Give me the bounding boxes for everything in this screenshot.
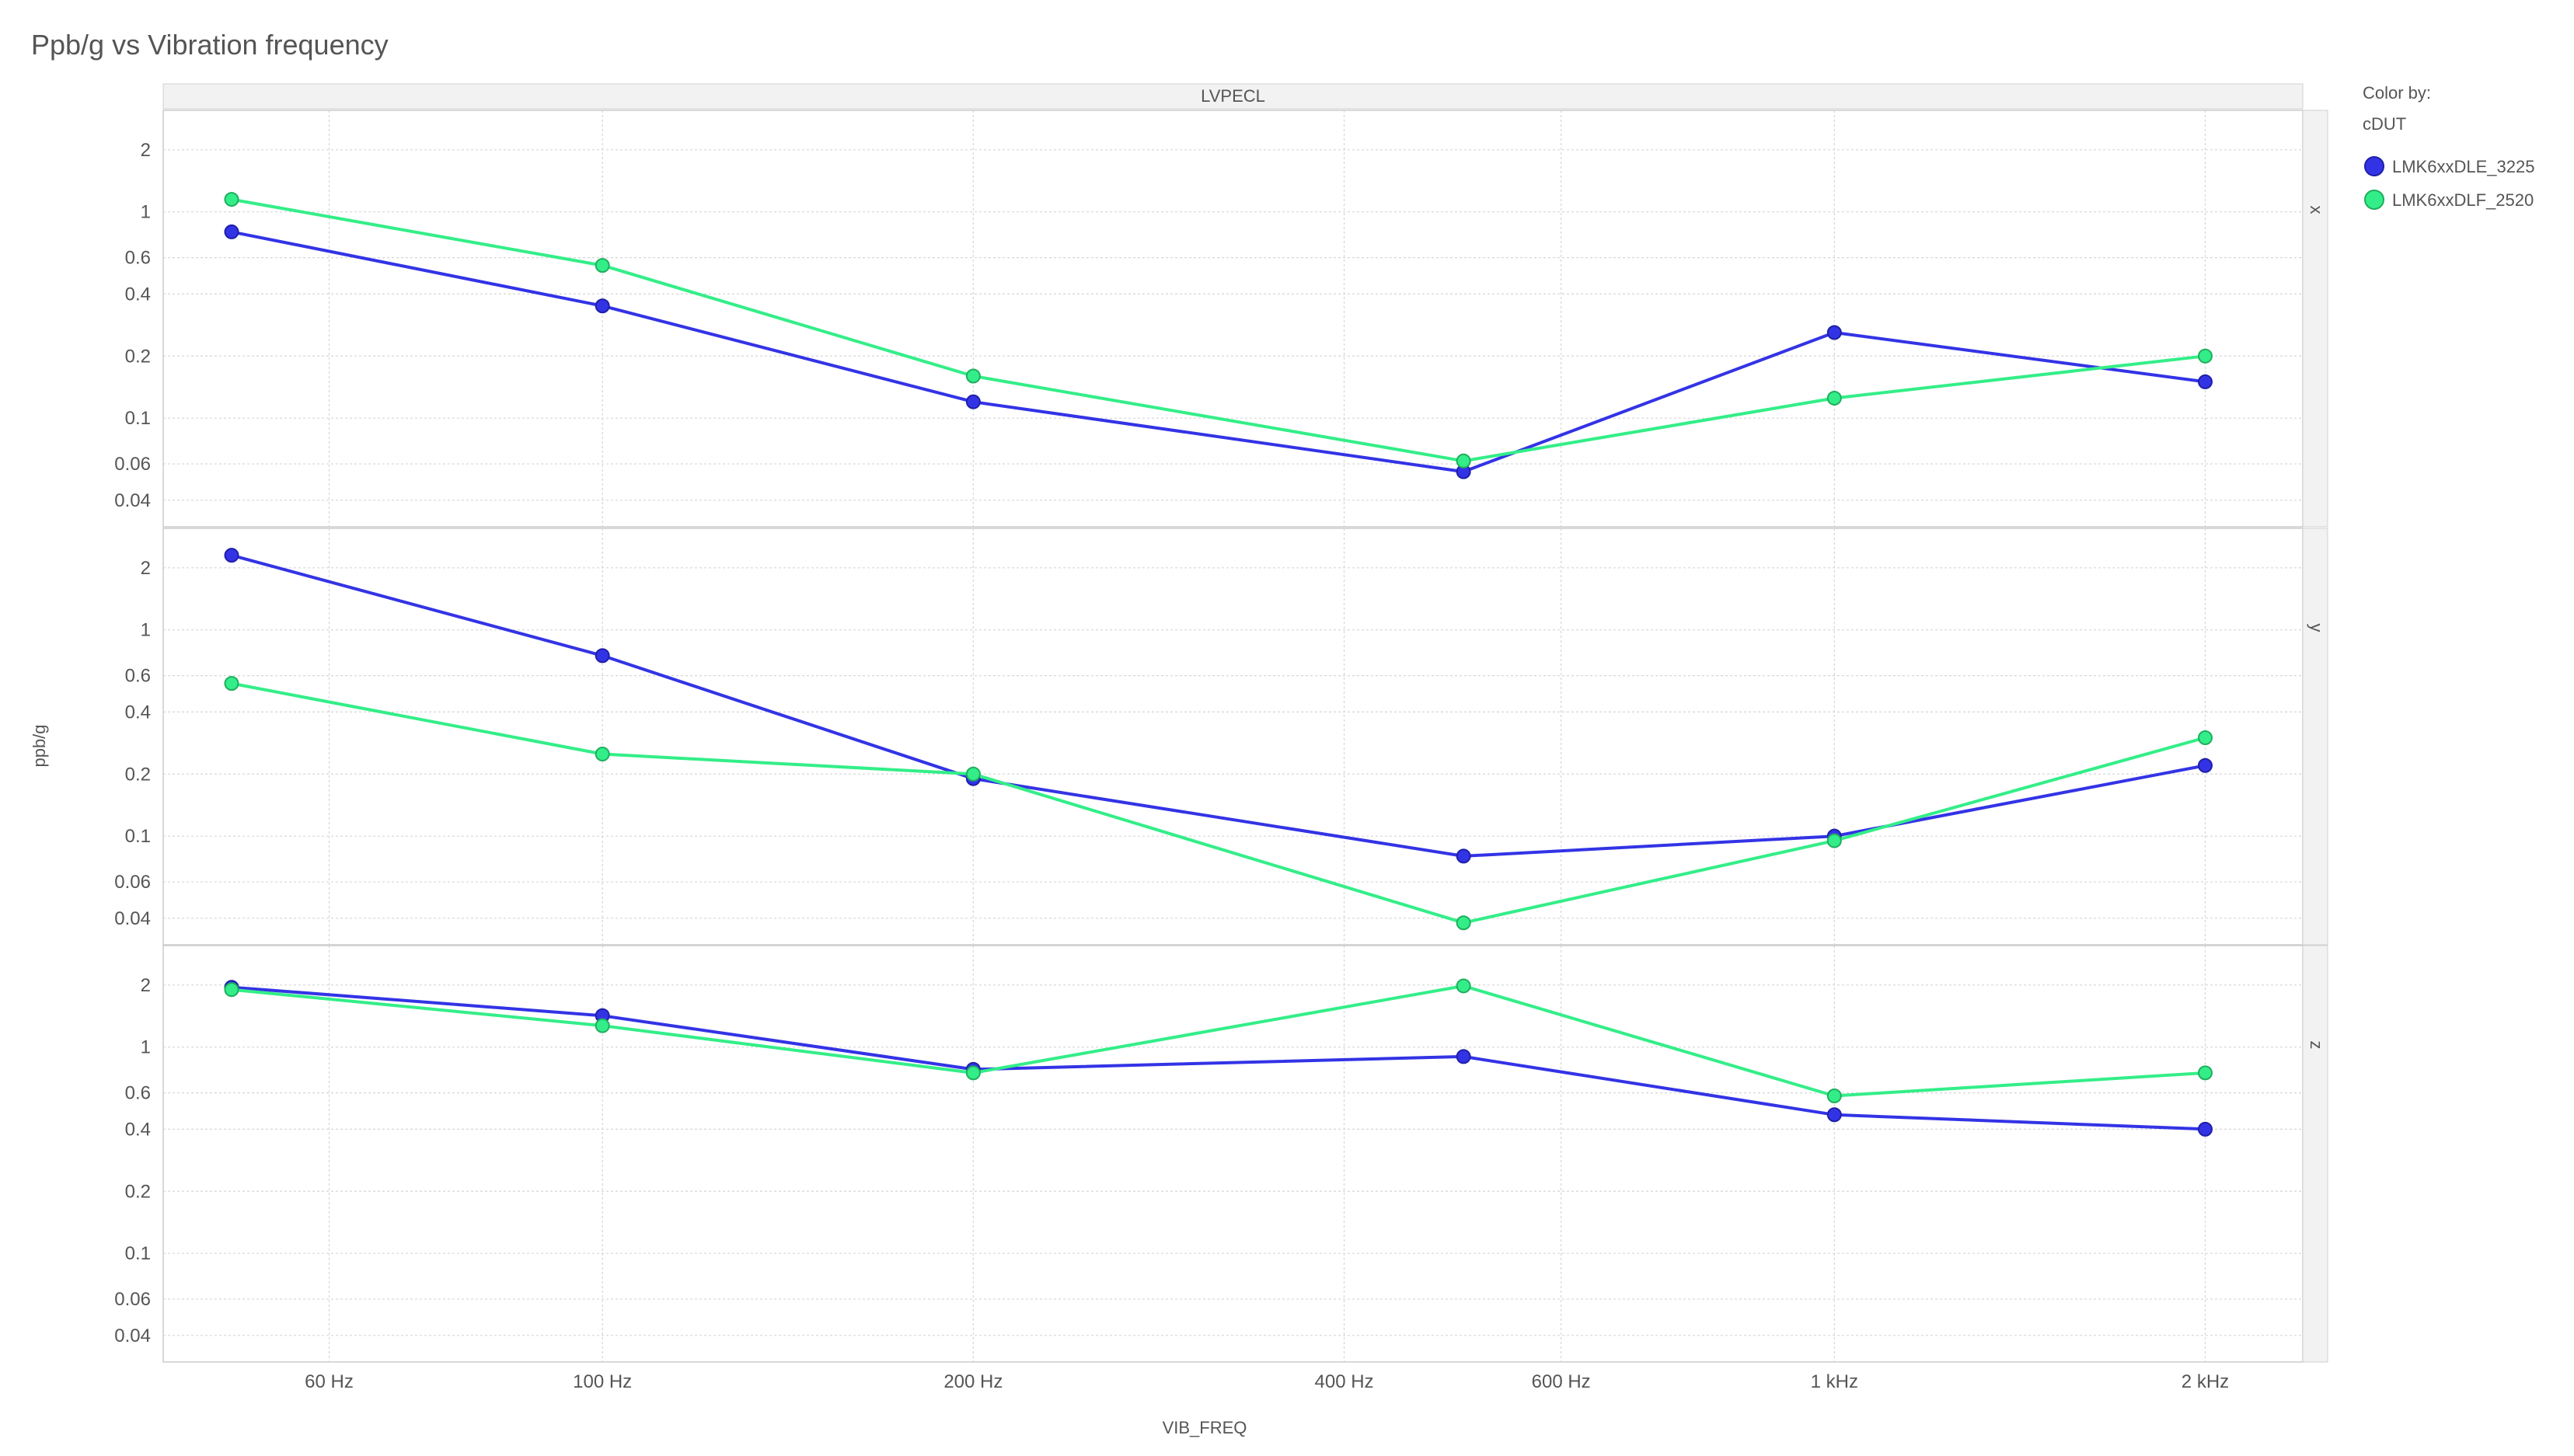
chart-title: Ppb/g vs Vibration frequency xyxy=(31,29,389,61)
series-line-LMK6xxDLF_2520-z xyxy=(231,984,2206,1098)
y-tick-label: 0.6 xyxy=(125,666,151,687)
y-tick-label: 0.04 xyxy=(114,908,151,929)
y-tick-label: 0.04 xyxy=(114,490,151,511)
data-point-LMK6xxDLE_3225-x[interactable] xyxy=(595,298,610,314)
column-facet-label: LVPECL xyxy=(1201,86,1265,106)
data-point-LMK6xxDLF_2520-z[interactable] xyxy=(1456,978,1471,994)
series-line-LMK6xxDLF_2520-x xyxy=(231,197,2206,463)
y-tick-label: 0.1 xyxy=(125,408,151,429)
y-tick-label: 0.6 xyxy=(125,1083,151,1104)
axes: 2 1 0.6 0.4 0.2 0.1 0.06 0.04 2 1 0.6 0.4 0.2 0.1 0.06… xyxy=(114,140,2229,1392)
data-point-LMK6xxDLF_2520-y[interactable] xyxy=(595,747,610,762)
series-line-LMK6xxDLE_3225-x xyxy=(231,230,2206,474)
y-tick-label: 2 xyxy=(141,558,151,579)
y-tick-label: 0.04 xyxy=(114,1325,151,1346)
data-point-LMK6xxDLF_2520-x[interactable] xyxy=(965,368,981,384)
x-tick-label: 2 kHz xyxy=(2182,1371,2229,1392)
y-tick-label: 0.2 xyxy=(125,1181,151,1202)
data-point-LMK6xxDLE_3225-x[interactable] xyxy=(224,224,239,239)
y-tick-label: 0.4 xyxy=(125,1119,151,1140)
column-facet-strip xyxy=(162,83,2304,110)
series-line-LMK6xxDLF_2520-y xyxy=(231,681,2206,925)
x-tick-label: 200 Hz xyxy=(943,1371,1003,1392)
data-point-LMK6xxDLE_3225-x[interactable] xyxy=(1826,325,1842,340)
data-point-LMK6xxDLF_2520-x[interactable] xyxy=(595,258,610,273)
data-point-LMK6xxDLF_2520-z[interactable] xyxy=(595,1018,610,1033)
data-point-LMK6xxDLF_2520-y[interactable] xyxy=(2197,730,2213,746)
series-line-LMK6xxDLE_3225-y xyxy=(231,553,2206,858)
y-tick-label: 0.4 xyxy=(125,284,151,305)
data-point-LMK6xxDLF_2520-x[interactable] xyxy=(224,192,239,207)
data-point-LMK6xxDLF_2520-y[interactable] xyxy=(965,766,981,782)
data-point-LMK6xxDLE_3225-z[interactable] xyxy=(1826,1107,1842,1123)
data-point-LMK6xxDLE_3225-y[interactable] xyxy=(224,548,239,563)
data-point-LMK6xxDLE_3225-x[interactable] xyxy=(965,394,981,409)
y-tick-label: 0.06 xyxy=(114,454,151,475)
series-layer xyxy=(224,192,2213,1137)
row-facet-strip-x xyxy=(2302,110,2328,528)
x-tick-label: 1 kHz xyxy=(1811,1371,1858,1392)
data-point-LMK6xxDLF_2520-y[interactable] xyxy=(1456,915,1471,931)
y-tick-label: 0.2 xyxy=(125,764,151,785)
row-facet-label-z: z xyxy=(2307,1041,2326,1050)
y-tick-label: 0.06 xyxy=(114,872,151,893)
series-line-LMK6xxDLE_3225-z xyxy=(231,985,2206,1131)
data-point-LMK6xxDLF_2520-y[interactable] xyxy=(224,676,239,691)
data-point-LMK6xxDLE_3225-y[interactable] xyxy=(2197,758,2213,773)
legend-item-label[interactable]: LMK6xxDLE_3225 xyxy=(2392,157,2534,176)
data-point-LMK6xxDLF_2520-x[interactable] xyxy=(1456,453,1471,468)
grid xyxy=(163,110,2303,1362)
data-point-LMK6xxDLF_2520-y[interactable] xyxy=(1826,833,1842,848)
row-facet-label-x: x xyxy=(2307,206,2326,214)
row-facet-strip-z xyxy=(2302,945,2328,1363)
data-point-LMK6xxDLF_2520-z[interactable] xyxy=(965,1065,981,1081)
y-tick-label: 2 xyxy=(141,975,151,996)
data-point-LMK6xxDLF_2520-z[interactable] xyxy=(2197,1065,2213,1081)
legend: Color by: cDUT LMK6xxDLE_3225 LMK6xxDLF_2… xyxy=(2363,83,2534,210)
data-point-LMK6xxDLF_2520-x[interactable] xyxy=(1826,390,1842,406)
data-point-LMK6xxDLE_3225-x[interactable] xyxy=(2197,374,2213,389)
legend-swatch[interactable] xyxy=(2364,190,2384,210)
y-tick-label: 1 xyxy=(141,620,151,641)
y-tick-label: 0.6 xyxy=(125,248,151,269)
y-tick-label: 0.1 xyxy=(125,826,151,847)
y-tick-label: 1 xyxy=(141,202,151,223)
legend-title: Color by: xyxy=(2363,83,2431,103)
data-point-LMK6xxDLE_3225-z[interactable] xyxy=(1456,1049,1471,1064)
y-axis-label: ppb/g xyxy=(30,724,49,767)
legend-item-label[interactable]: LMK6xxDLF_2520 xyxy=(2392,190,2534,210)
y-tick-label: 0.06 xyxy=(114,1289,151,1310)
data-point-LMK6xxDLF_2520-z[interactable] xyxy=(224,982,239,998)
x-tick-label: 100 Hz xyxy=(573,1371,632,1392)
x-tick-label: 60 Hz xyxy=(305,1371,354,1392)
data-point-LMK6xxDLF_2520-z[interactable] xyxy=(1826,1089,1842,1104)
x-tick-label: 600 Hz xyxy=(1532,1371,1591,1392)
legend-subtitle: cDUT xyxy=(2363,114,2406,134)
y-tick-label: 0.4 xyxy=(125,702,151,723)
data-point-LMK6xxDLE_3225-z[interactable] xyxy=(2197,1121,2213,1137)
plot-frame: LVPECL x y z xyxy=(162,83,2328,1363)
y-tick-label: 1 xyxy=(141,1037,151,1058)
x-axis-label: VIB_FREQ xyxy=(1163,1418,1247,1437)
x-tick-label: 400 Hz xyxy=(1315,1371,1374,1392)
y-tick-label: 0.1 xyxy=(125,1243,151,1264)
data-point-LMK6xxDLE_3225-y[interactable] xyxy=(595,648,610,664)
data-point-LMK6xxDLE_3225-y[interactable] xyxy=(1456,848,1471,864)
y-tick-label: 2 xyxy=(141,140,151,161)
row-facet-label-y: y xyxy=(2307,624,2326,632)
row-facet-strip-y xyxy=(2302,528,2328,946)
data-point-LMK6xxDLF_2520-x[interactable] xyxy=(2197,348,2213,364)
y-tick-label: 0.2 xyxy=(125,346,151,367)
legend-swatch[interactable] xyxy=(2364,156,2384,176)
